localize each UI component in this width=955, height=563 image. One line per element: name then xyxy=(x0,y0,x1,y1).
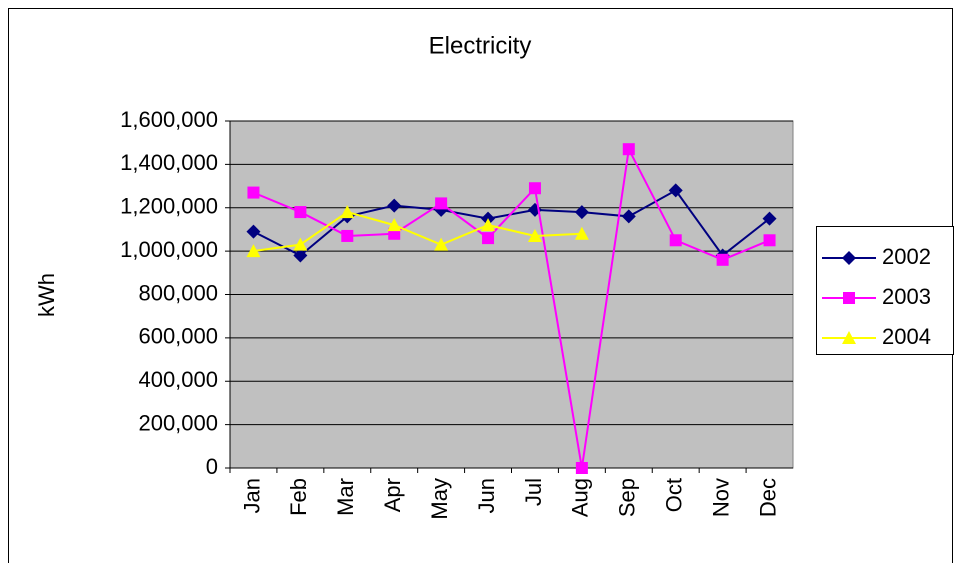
legend-marker xyxy=(843,292,855,304)
data-point xyxy=(574,226,589,240)
data-point xyxy=(341,229,354,242)
data-point xyxy=(293,237,308,251)
x-tick-label: Feb xyxy=(286,478,311,516)
data-point xyxy=(527,228,542,242)
y-tick-label: 0 xyxy=(206,454,218,479)
x-tick-label: Mar xyxy=(333,478,358,516)
data-point xyxy=(763,234,776,247)
x-tick-label: Jul xyxy=(521,478,546,506)
x-tick-label: Jun xyxy=(474,478,499,513)
data-point xyxy=(668,183,683,198)
legend-label: 2003 xyxy=(882,284,931,309)
x-tick-label: Dec xyxy=(755,478,780,517)
x-tick-label: Aug xyxy=(568,478,593,517)
y-tick-label: 1,200,000 xyxy=(120,194,218,219)
legend-marker xyxy=(842,331,856,344)
data-point xyxy=(387,218,402,232)
legend-label: 2004 xyxy=(882,324,931,349)
y-tick-label: 800,000 xyxy=(138,280,218,305)
data-point xyxy=(246,244,261,258)
data-point xyxy=(574,205,589,220)
legend-label: 2002 xyxy=(882,244,931,269)
data-point xyxy=(387,198,402,213)
data-point xyxy=(669,234,682,247)
y-tick-label: 400,000 xyxy=(138,367,218,392)
data-point xyxy=(622,143,635,156)
x-tick-label: May xyxy=(427,478,452,520)
data-point xyxy=(481,218,496,232)
series-line xyxy=(253,145,770,469)
data-point xyxy=(716,253,729,266)
data-point xyxy=(482,232,495,245)
y-tick-label: 200,000 xyxy=(138,410,218,435)
y-tick-label: 1,000,000 xyxy=(120,237,218,262)
data-point xyxy=(762,211,777,226)
data-point xyxy=(435,197,448,210)
legend-marker xyxy=(842,251,856,265)
y-tick-label: 600,000 xyxy=(138,324,218,349)
series-line xyxy=(253,210,582,253)
legend xyxy=(816,226,954,355)
data-point xyxy=(621,209,636,224)
y-axis-title: kWh xyxy=(34,273,59,317)
data-point xyxy=(293,248,308,263)
data-point xyxy=(434,237,449,251)
data-point xyxy=(247,186,260,199)
x-tick-label: Sep xyxy=(615,478,640,517)
data-point xyxy=(246,224,261,239)
chart-title: Electricity xyxy=(429,32,532,59)
y-tick-label: 1,600,000 xyxy=(120,107,218,132)
data-point xyxy=(528,182,541,195)
x-tick-label: Jan xyxy=(239,478,264,513)
y-tick-label: 1,400,000 xyxy=(120,150,218,175)
data-point xyxy=(575,462,588,474)
data-point xyxy=(294,206,307,219)
x-tick-label: Nov xyxy=(708,478,733,517)
x-tick-label: Apr xyxy=(380,478,405,512)
x-tick-label: Oct xyxy=(662,478,687,512)
data-point xyxy=(340,205,355,219)
